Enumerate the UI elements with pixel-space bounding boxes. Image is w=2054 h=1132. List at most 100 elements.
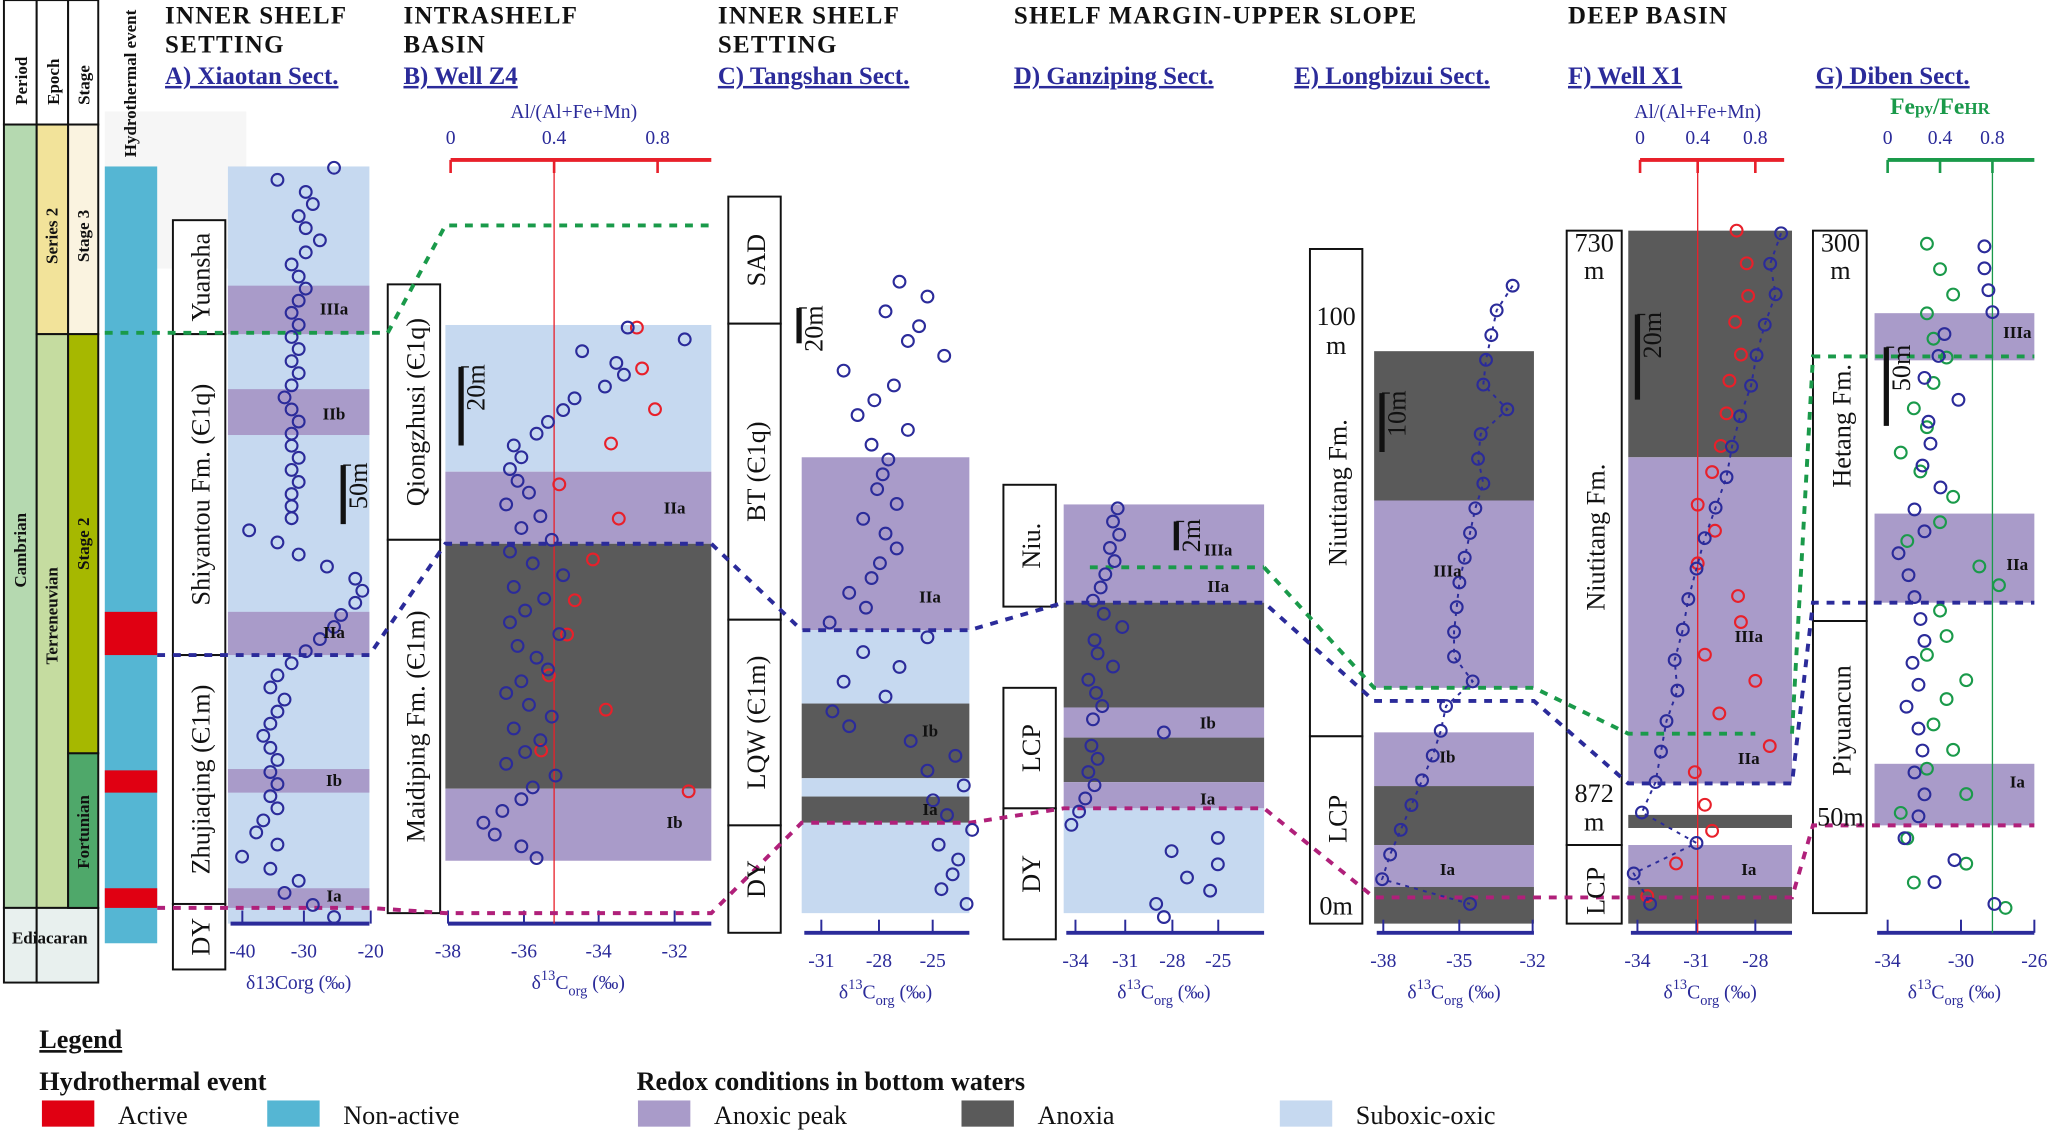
legend-swatch-active — [41, 1100, 95, 1127]
fe-ratio-point — [1926, 717, 1941, 732]
section-title-a: A) Xiaotan Sect. — [165, 63, 338, 90]
d13c-point — [1725, 439, 1739, 454]
d13c-point — [298, 245, 313, 260]
d13c-point — [889, 541, 904, 556]
x-tick-label: -31 — [808, 950, 834, 972]
d13c-point — [900, 422, 915, 437]
d13c-point — [277, 885, 292, 900]
d13c-point — [291, 873, 306, 888]
x-tick-label: -28 — [866, 950, 892, 972]
d13c-point — [256, 813, 271, 828]
lithology-label: Piyuancun — [1827, 665, 1856, 776]
d13c-point — [1749, 348, 1764, 363]
al-ratio-point — [560, 627, 574, 642]
correlation-lines — [104, 223, 2035, 916]
d13c-point — [1468, 501, 1483, 516]
d13c-point — [506, 580, 521, 594]
scale-bar-label: 50m — [1887, 345, 1916, 392]
fe-ratio-point — [1959, 787, 1974, 802]
d13c-point — [1697, 531, 1712, 546]
suboxic-oxic-band — [801, 630, 970, 704]
d13c-point — [277, 692, 292, 707]
zone-label: Ia — [2010, 772, 2026, 791]
al-ratio-point — [534, 743, 549, 758]
d13c-point — [856, 645, 871, 660]
depth-label: 872 — [1575, 779, 1614, 808]
lithology-label: LCP — [1324, 795, 1353, 843]
al-ratio-point — [635, 361, 650, 376]
chrono-header-cell — [2, 0, 38, 126]
anoxic-peak-band — [227, 888, 370, 908]
lithology-label: Niutitang Fm. — [1324, 419, 1353, 566]
zone-label: Ia — [326, 886, 342, 905]
x-tick-label: -25 — [920, 950, 946, 972]
d13c-point — [263, 680, 278, 695]
setting-heading: SETTING — [165, 31, 285, 58]
lithology-label: DY — [187, 918, 216, 956]
d13c-point — [1087, 778, 1102, 793]
d13c-point — [291, 342, 306, 356]
correlation-line-green — [104, 223, 712, 335]
d13c-point — [544, 532, 559, 547]
d13c-point — [1457, 550, 1472, 565]
legend-label-anoxia: Anoxia — [1037, 1101, 1114, 1130]
d13c-point — [1107, 554, 1122, 569]
top-axis-label-part: /Fe — [1932, 94, 1964, 120]
d13c-point — [1115, 620, 1130, 634]
lithology-label: LCP — [1017, 724, 1046, 772]
axis-label-part: (‰) — [1173, 981, 1211, 1003]
d13c-point — [327, 620, 341, 634]
fe-ratio-point — [1939, 629, 1954, 643]
al-ratio-point — [681, 784, 696, 799]
anoxic-peak-band — [1063, 504, 1265, 603]
legend-redox-title: Redox conditions in bottom waters — [637, 1067, 1025, 1096]
d13c-point — [886, 378, 901, 393]
data-marks — [235, 160, 2013, 925]
lithology-label: BT (Є1q) — [742, 421, 771, 521]
d13c-point — [1905, 655, 1920, 670]
d13c-point — [1479, 352, 1493, 367]
lithology-label: Shiyantou Fm. (Є1q) — [187, 384, 216, 606]
axis-label-part: (‰) — [587, 972, 625, 994]
d13c-point — [291, 293, 306, 308]
d13c-point — [495, 804, 510, 818]
d13c-point — [864, 437, 879, 452]
d13c-point — [503, 544, 517, 559]
d13c-point — [249, 825, 264, 840]
d13c-point — [1634, 805, 1649, 820]
fe-ratio-point — [1893, 805, 1908, 820]
d13c-point — [270, 753, 285, 767]
top-axis-tick-label: 0.8 — [1743, 127, 1768, 149]
anoxic-peak-band — [801, 457, 970, 631]
d13c-point — [575, 344, 590, 359]
section-title-f: F) Well X1 — [1568, 63, 1682, 90]
zone-label: Ib — [667, 813, 683, 832]
d13c-point — [334, 607, 349, 622]
d13c-point — [1081, 765, 1096, 779]
d13c-point — [889, 497, 904, 511]
d13c-point — [1911, 809, 1926, 824]
d13c-point — [263, 765, 278, 779]
d13c-point — [1648, 775, 1663, 789]
d13c-point — [1086, 593, 1100, 608]
d13c-point — [1985, 305, 2000, 320]
d13c-point — [616, 367, 631, 382]
d13c-point — [567, 391, 582, 406]
d13c-point — [298, 644, 313, 659]
d13c-point — [1156, 910, 1171, 925]
d13c-point — [298, 185, 313, 199]
fe-ratio-point — [1900, 534, 1915, 548]
d13c-point — [1907, 590, 1922, 605]
d13c-point — [912, 319, 927, 334]
axis-label-part: 13 — [1417, 977, 1431, 993]
x-tick-label: -32 — [662, 941, 688, 963]
anoxic-peak-band — [227, 769, 370, 793]
d13c-point — [1465, 674, 1480, 689]
d13c-point — [305, 197, 320, 211]
d13c-point — [514, 792, 529, 807]
top-axis-tick-label: 0.8 — [1980, 127, 2005, 149]
d13c-point — [277, 390, 292, 405]
d13c-point — [1090, 751, 1105, 766]
fe-ratio-point — [1919, 306, 1934, 321]
